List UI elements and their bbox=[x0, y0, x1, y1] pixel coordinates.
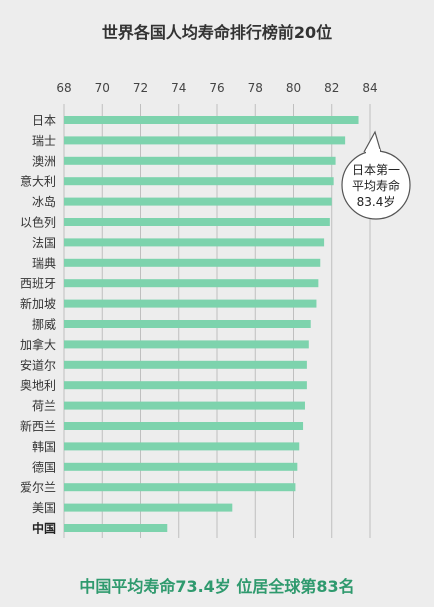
category-label-7: 法国 bbox=[32, 236, 56, 250]
category-label-15: 荷兰 bbox=[32, 399, 56, 413]
category-label-14: 奥地利 bbox=[20, 379, 56, 393]
category-label-1: 日本 bbox=[32, 114, 56, 128]
bar-16 bbox=[64, 422, 304, 430]
category-label-4: 意大利 bbox=[20, 174, 56, 189]
callout-line-1: 日本第一 bbox=[352, 163, 400, 177]
bar-7 bbox=[64, 238, 325, 247]
callout-line-2: 平均寿命 bbox=[352, 178, 400, 193]
category-label-3: 澳洲 bbox=[32, 154, 56, 168]
bar-19 bbox=[64, 483, 296, 492]
x-axis-ticks: 68 70 72 74 76 78 80 82 84 bbox=[56, 81, 377, 95]
bar-6 bbox=[64, 218, 330, 226]
category-label-2: 瑞士 bbox=[32, 134, 56, 148]
category-label-5: 冰岛 bbox=[32, 194, 56, 209]
bar-2 bbox=[64, 136, 346, 145]
bar-18 bbox=[64, 462, 298, 471]
callout-line-3: 83.4岁 bbox=[357, 194, 396, 209]
category-label-9: 西班牙 bbox=[20, 277, 56, 291]
bar-20 bbox=[64, 503, 233, 512]
bar-13 bbox=[64, 360, 307, 369]
category-label-17: 韩国 bbox=[32, 439, 56, 454]
category-label-19: 爱尔兰 bbox=[20, 480, 56, 495]
category-label-16: 新西兰 bbox=[20, 419, 56, 434]
chart-title: 世界各国人均寿命排行榜前20位 bbox=[102, 23, 332, 42]
x-tick-label-72: 72 bbox=[133, 81, 148, 95]
bar-8 bbox=[64, 258, 321, 267]
bar-3 bbox=[64, 156, 336, 165]
callout-pointer-mask bbox=[366, 149, 380, 155]
category-label-21: 中国 bbox=[32, 521, 56, 536]
category-label-12: 加拿大 bbox=[20, 337, 56, 352]
footer-text: 中国平均寿命73.4岁 位居全球第83名 bbox=[79, 577, 354, 596]
x-tick-label-78: 78 bbox=[248, 81, 263, 95]
bars bbox=[64, 116, 359, 532]
bar-5 bbox=[64, 197, 332, 206]
bar-17 bbox=[64, 442, 300, 451]
bar-10 bbox=[64, 299, 317, 308]
x-tick-label-84: 84 bbox=[362, 81, 377, 95]
bar-14 bbox=[64, 381, 307, 390]
bar-11 bbox=[64, 320, 311, 328]
bar-1 bbox=[64, 116, 359, 124]
x-tick-label-74: 74 bbox=[171, 81, 186, 95]
bar-4 bbox=[64, 177, 334, 186]
category-label-13: 安道尔 bbox=[20, 357, 56, 372]
category-label-6: 以色列 bbox=[20, 216, 56, 230]
category-label-20: 美国 bbox=[32, 501, 56, 515]
x-tick-label-80: 80 bbox=[286, 81, 301, 95]
category-labels: 日本瑞士澳洲意大利冰岛以色列法国瑞典西班牙新加坡挪威加拿大安道尔奥地利荷兰新西兰… bbox=[20, 114, 56, 536]
bar-15 bbox=[64, 401, 305, 410]
category-label-18: 德国 bbox=[32, 459, 56, 474]
category-label-11: 挪威 bbox=[32, 318, 56, 332]
category-label-8: 瑞典 bbox=[32, 256, 56, 270]
category-label-10: 新加坡 bbox=[20, 296, 56, 311]
x-tick-label-68: 68 bbox=[56, 81, 71, 95]
bar-9 bbox=[64, 279, 319, 288]
x-tick-label-82: 82 bbox=[324, 81, 339, 95]
x-tick-label-76: 76 bbox=[209, 81, 224, 95]
callout-bubble: 日本第一 平均寿命 83.4岁 bbox=[341, 130, 411, 220]
bar-21 bbox=[64, 524, 168, 532]
x-tick-label-70: 70 bbox=[95, 81, 110, 95]
bar-12 bbox=[64, 340, 309, 349]
